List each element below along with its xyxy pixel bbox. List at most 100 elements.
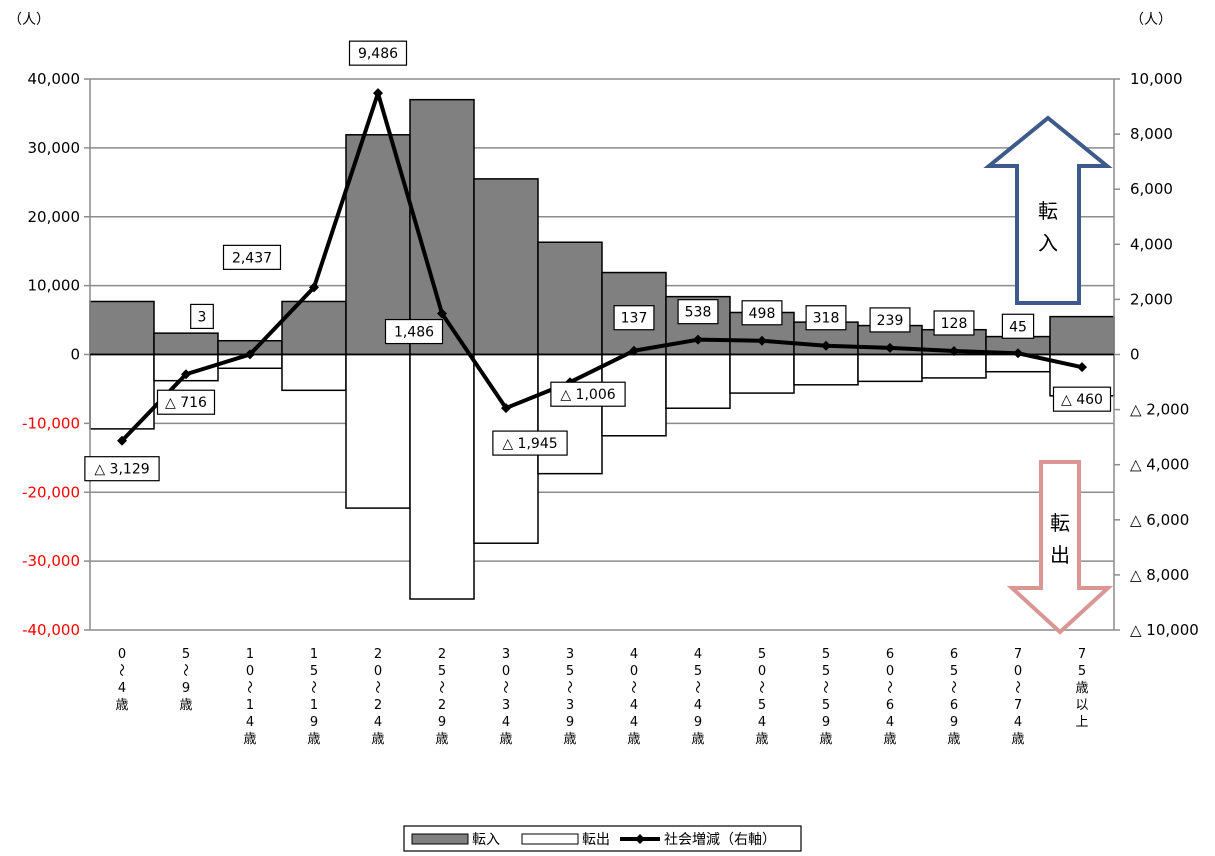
net-change-point (309, 282, 319, 293)
category-label: 55〜59歳 (817, 647, 833, 747)
category-label: 6 0〜 6 4 歳 (881, 647, 897, 747)
data-label: △ 3,129 (84, 456, 160, 482)
net-change-point (245, 349, 255, 360)
category-label: 5 0〜 5 4 歳 (753, 647, 769, 747)
category-label: 1 0〜 1 4 歳 (241, 647, 257, 747)
data-label: 137 (613, 305, 655, 331)
category-char: 〜 (497, 680, 512, 693)
category-char: 歳 (179, 698, 192, 713)
data-label: 318 (805, 305, 847, 331)
legend-label-inflow: 転入 (472, 832, 500, 848)
inflow-bar (1049, 315, 1115, 356)
net-change-point (117, 435, 127, 446)
category-char: 7 (1078, 647, 1086, 662)
category-char: 4 (1014, 715, 1022, 730)
outflow-down-arrow (1006, 460, 1114, 635)
category-char: 5 (822, 664, 830, 679)
data-label-text: △ 1,945 (502, 436, 557, 452)
data-label-text: 318 (813, 311, 840, 327)
category-char: 6 (950, 698, 958, 713)
category-label: 0〜 4 歳 (113, 647, 129, 713)
data-label: △ 1,006 (550, 381, 626, 407)
data-label: 538 (677, 299, 719, 325)
outflow-bar (729, 353, 795, 394)
left-tick-label: 0 (70, 346, 80, 364)
data-label-text: 3 (198, 309, 207, 325)
data-label-text: △ 460 (1061, 392, 1103, 408)
right-tick-label: △ 2,000 (1130, 401, 1189, 419)
data-label-box (1052, 386, 1112, 412)
category-char: 歳 (755, 732, 768, 747)
right-tick-label: 4,000 (1130, 235, 1173, 253)
category-char: 〜 (561, 680, 576, 693)
category-char: 5 (822, 647, 830, 662)
category-char: 5 (758, 698, 766, 713)
category-char: 0 (758, 664, 766, 679)
data-label-text: 239 (877, 313, 904, 329)
category-label: 7 0〜 7 4 歳 (1009, 647, 1025, 747)
data-label-text: △ 716 (165, 395, 207, 411)
category-label: 4 5〜 4 9 歳 (689, 647, 705, 747)
net-change-point (821, 340, 831, 351)
left-axis-unit: （人） (8, 12, 50, 28)
category-char: 9 (822, 715, 830, 730)
data-label: 128 (933, 310, 975, 336)
left-tick-label: -30,000 (22, 552, 80, 570)
inflow-bars (89, 98, 1115, 356)
category-char: 0 (630, 664, 638, 679)
category-char: 4 (246, 715, 254, 730)
net-change-point (949, 345, 959, 356)
outflow-bar (921, 353, 987, 379)
category-char: 歳 (115, 698, 128, 713)
category-char: 歳 (307, 732, 320, 747)
category-char: 6 (886, 647, 894, 662)
data-label-box (869, 307, 911, 333)
category-label: 1 5〜 1 9 歳 (305, 647, 321, 747)
inflow-arrow-label-2: 入 (1038, 231, 1058, 255)
category-char: 4 (630, 698, 638, 713)
category-char: 2 (374, 647, 382, 662)
category-char: 5 (694, 664, 702, 679)
category-char: 〜 (689, 680, 704, 693)
category-char: 1 (246, 698, 254, 713)
net-change-point (629, 345, 639, 356)
data-label-text: 137 (621, 311, 648, 327)
right-axis-unit: （人） (1130, 12, 1172, 28)
net-change-point (1077, 362, 1087, 373)
category-char: 3 (566, 698, 574, 713)
category-char: 〜 (945, 680, 960, 693)
legend-label-outflow: 転出 (582, 832, 610, 848)
category-char: 〜 (817, 680, 832, 693)
data-label-box (613, 305, 655, 331)
category-char: 〜 (625, 680, 640, 693)
inflow-bar (537, 241, 603, 356)
category-char: 9 (950, 715, 958, 730)
category-char: 歳 (1075, 681, 1088, 696)
data-label: 45 (1001, 313, 1035, 339)
left-tick-label: -40,000 (22, 621, 80, 639)
outflow-bar (281, 353, 347, 392)
left-tick-label: 30,000 (28, 139, 81, 157)
data-label: △ 460 (1052, 386, 1112, 412)
category-char: 5 (758, 647, 766, 662)
net-change-point (181, 369, 191, 380)
legend-swatch-inflow (411, 833, 469, 845)
legend-swatch-net-marker (635, 834, 645, 844)
legend-label-net: 社会増減（右軸） (664, 831, 776, 848)
data-label-text: 2,437 (232, 250, 272, 266)
category-char: 6 (886, 698, 894, 713)
category-char: 以 (1075, 698, 1088, 713)
category-char: 歳 (819, 732, 832, 747)
category-char: 9 (438, 715, 446, 730)
category-label: 3 0〜 3 4 歳 (497, 647, 513, 747)
category-char: 〜 (1009, 680, 1024, 693)
net-change-point (373, 88, 383, 99)
category-char: 0 (118, 647, 126, 662)
category-char: 3 (502, 647, 510, 662)
category-label: 7 5 歳以上 (1075, 647, 1088, 730)
data-label-box (156, 389, 216, 415)
category-char: 9 (310, 715, 318, 730)
data-label: 2,437 (222, 244, 282, 270)
category-label: 6 5〜 6 9 歳 (945, 647, 961, 747)
